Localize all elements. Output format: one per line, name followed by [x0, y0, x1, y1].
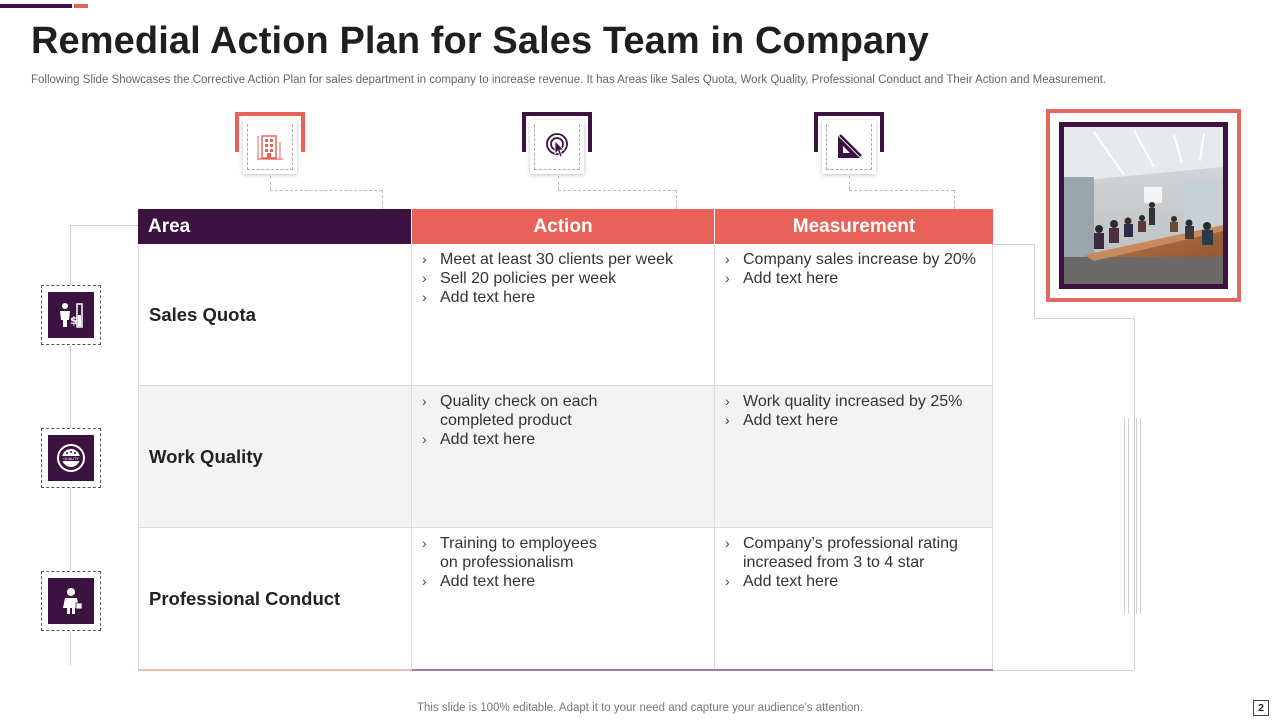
- target-click-icon: [546, 133, 568, 158]
- connector-line: [849, 176, 850, 190]
- svg-text:$: $: [70, 314, 78, 327]
- building-icon: [257, 135, 283, 160]
- connector-line: [1128, 418, 1129, 614]
- list-item: › Company sales increase by 20%: [725, 251, 977, 268]
- top-icon-action: [522, 112, 592, 178]
- row-icon-sales-quota: $: [41, 285, 101, 345]
- list-item: › Add text here: [422, 289, 536, 306]
- sales-person-icon: $: [60, 303, 83, 328]
- quality-badge-icon: QUALITY: [57, 444, 85, 472]
- area-cell: Professional Conduct: [138, 528, 412, 670]
- list-item: › Add text here: [725, 573, 839, 590]
- row-icon-professional-conduct: [41, 571, 101, 631]
- top-icon-measurement: [814, 112, 884, 178]
- page-number: 2: [1253, 700, 1269, 716]
- set-square-icon: [838, 134, 862, 158]
- list-item: › Company’s professional rating increased…: [725, 535, 958, 571]
- table-bottom-border: [138, 669, 993, 672]
- action-plan-table: Area Action Measurement Sales Quota › Mee…: [138, 209, 993, 671]
- row-icon-work-quality: QUALITY: [41, 428, 101, 488]
- measurement-cell: › Work quality increased by 25% › Add text…: [715, 386, 993, 528]
- connector-line: [1124, 418, 1125, 614]
- action-cell: › Meet at least 30 clients per week › Sell…: [412, 244, 715, 386]
- connector-line: [558, 190, 676, 191]
- measurement-cell: › Company sales increase by 20% › Add text…: [715, 244, 993, 386]
- connector-line: [1136, 418, 1137, 614]
- table-row: Professional Conduct › Training to employ…: [138, 528, 993, 670]
- list-item: › Add text here: [422, 573, 536, 590]
- list-item: › Work quality increased by 25%: [725, 393, 963, 410]
- footer-note: This slide is 100% editable. Adapt it to…: [416, 702, 864, 714]
- connector-line: [1034, 244, 1035, 318]
- top-icon-area: [235, 112, 305, 178]
- list-item: › Sell 20 policies per week: [422, 270, 617, 287]
- list-item: › Add text here: [725, 270, 839, 287]
- photo-frame: [1046, 109, 1241, 302]
- connector-line: [270, 176, 271, 190]
- connector-line: [1134, 318, 1135, 670]
- svg-text:QUALITY: QUALITY: [63, 457, 79, 461]
- list-item: › Add text here: [725, 412, 839, 429]
- page-title: Remedial Action Plan for Sales Team in C…: [31, 20, 929, 62]
- measurement-cell: › Company’s professional rating increased…: [715, 528, 993, 670]
- connector-line: [849, 190, 954, 191]
- connector-line: [558, 176, 559, 190]
- header-area: Area: [138, 209, 411, 244]
- header-measurement: Measurement: [715, 209, 993, 244]
- connector-line: [270, 190, 382, 191]
- list-item: › Quality check on each completed product: [422, 393, 598, 429]
- header-action: Action: [412, 209, 714, 244]
- area-cell: Sales Quota: [138, 244, 412, 386]
- table-row: Work Quality › Quality check on each comp…: [138, 386, 993, 528]
- meeting-room-photo: [1059, 122, 1228, 289]
- page-subtitle: Following Slide Showcases the Corrective…: [31, 74, 1107, 86]
- businesswoman-icon: [63, 588, 83, 614]
- connector-line: [993, 244, 1034, 245]
- connector-line: [1140, 418, 1141, 614]
- list-item: › Meet at least 30 clients per week: [422, 251, 674, 268]
- area-cell: Work Quality: [138, 386, 412, 528]
- list-item: › Training to employees on professionalis…: [422, 535, 597, 571]
- action-cell: › Quality check on each completed product…: [412, 386, 715, 528]
- connector-line: [1034, 318, 1134, 319]
- connector-line: [70, 225, 138, 226]
- connector-line: [993, 670, 1134, 671]
- action-cell: › Training to employees on professionalis…: [412, 528, 715, 670]
- table-row: Sales Quota › Meet at least 30 clients pe…: [138, 244, 993, 386]
- list-item: › Add text here: [422, 431, 536, 448]
